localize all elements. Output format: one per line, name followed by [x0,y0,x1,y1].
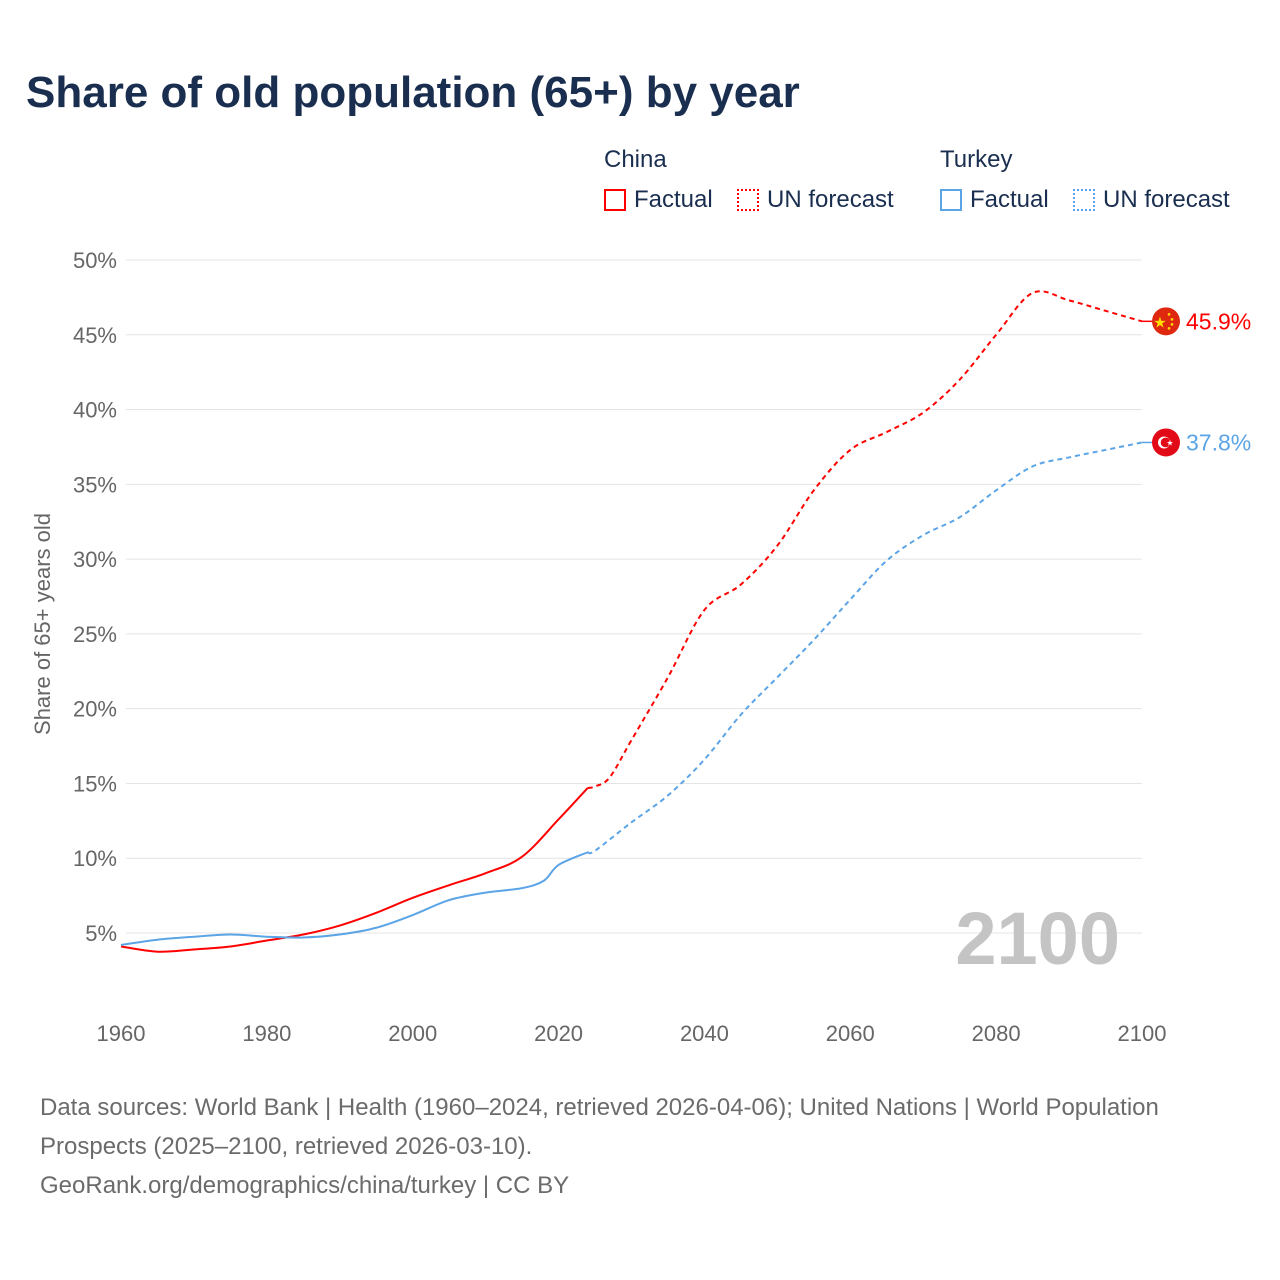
line-chart: 5% 10% 15% 20% 25% 30% 35% 40% 45% 50% 1960 1980 200… [30,248,1251,1046]
legend-label: Factual [970,186,1049,213]
year-watermark: 2100 [955,897,1120,980]
legend-swatch [1073,189,1095,211]
y-tick-label: 15% [73,771,117,796]
turkey-flag-icon: ★ [1152,428,1180,457]
x-tick-label: 2080 [972,1021,1021,1046]
legend-swatch [737,189,759,211]
legend-turkey-factual[interactable]: Factual [940,186,1049,214]
chart-title: Share of old population (65+) by year [26,68,800,117]
turkey-factual-line [120,851,589,946]
x-tick-label: 2000 [388,1021,437,1046]
x-tick-label: 1960 [97,1021,146,1046]
x-tick-label: 1980 [242,1021,291,1046]
legend-swatch [940,189,962,211]
y-tick-label: 25% [73,622,117,647]
footer: Data sources: World Bank | Health (1960–… [40,1088,1160,1205]
legend-china-factual[interactable]: Factual [604,186,713,214]
svg-text:★: ★ [1166,438,1173,447]
y-tick-label: 10% [73,846,117,871]
legend-group-china: China [604,146,667,173]
y-tick-label: 40% [73,398,117,423]
legend-turkey-forecast[interactable]: UN forecast [1073,186,1230,214]
y-tick-label: 30% [73,547,117,572]
y-tick-label: 20% [73,697,117,722]
svg-text:★: ★ [1153,314,1166,331]
x-tick-label: 2020 [534,1021,583,1046]
china-factual-line [120,787,589,953]
turkey-forecast-line [587,441,1143,855]
turkey-end-label: 37.8% [1186,429,1251,455]
legend-label: UN forecast [767,186,894,213]
source-link[interactable]: GeoRank.org/demographics/china/turkey | … [40,1172,570,1199]
data-sources: Data sources: World Bank | Health (1960–… [40,1094,1159,1160]
x-tick-label: 2100 [1118,1021,1167,1046]
x-tick-label: 2040 [680,1021,729,1046]
y-axis-label: Share of 65+ years old [30,513,55,735]
china-end-label: 45.9% [1186,308,1251,334]
legend-swatch [604,189,626,211]
legend-china-forecast[interactable]: UN forecast [737,186,894,214]
legend-label: UN forecast [1103,186,1230,213]
china-forecast-line [587,290,1143,789]
y-tick-label: 35% [73,472,117,497]
legend-label: Factual [634,186,713,213]
legend-group-turkey: Turkey [940,146,1013,173]
y-tick-label: 45% [73,323,117,348]
china-flag-icon: ★ [1152,307,1180,336]
y-tick-label: 5% [85,921,117,946]
x-tick-label: 2060 [826,1021,875,1046]
y-tick-label: 50% [73,248,117,273]
